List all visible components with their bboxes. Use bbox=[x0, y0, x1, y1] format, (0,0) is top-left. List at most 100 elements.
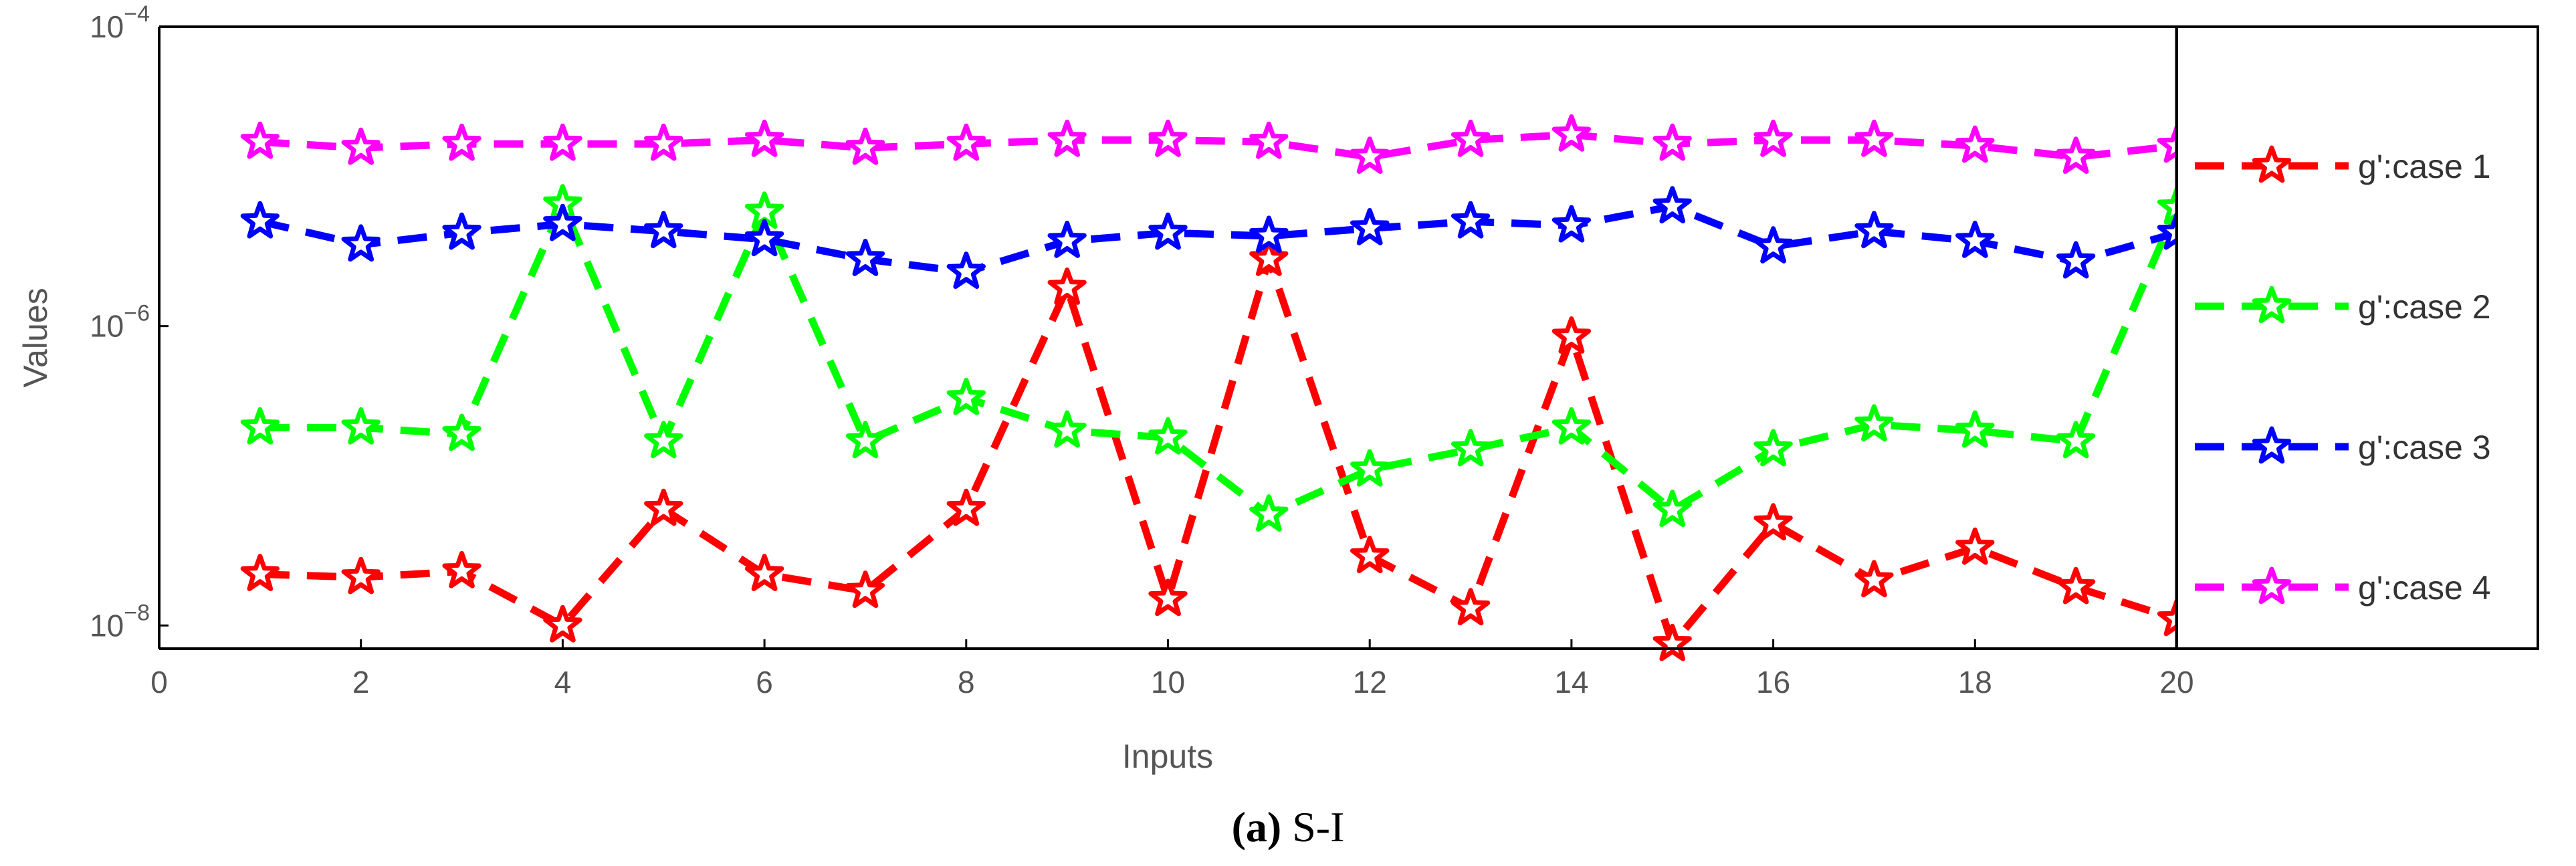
data-point bbox=[946, 251, 986, 289]
data-point bbox=[845, 570, 885, 609]
data-point bbox=[1955, 125, 1995, 163]
data-point bbox=[1955, 410, 1995, 448]
data-point bbox=[1551, 205, 1592, 243]
data-point bbox=[1148, 417, 1188, 455]
data-point bbox=[1047, 410, 1087, 448]
data-point bbox=[1652, 123, 1692, 161]
y-tick-label: 10−8 bbox=[90, 600, 150, 643]
x-tick-label: 0 bbox=[150, 665, 168, 699]
data-point bbox=[1249, 121, 1289, 159]
data-point bbox=[1451, 119, 1491, 157]
data-point bbox=[1451, 588, 1491, 626]
legend: g':case 1 g':case 2 g':case 3 g':case 4 bbox=[2175, 25, 2539, 650]
data-point bbox=[1350, 536, 1390, 574]
data-point bbox=[1249, 239, 1289, 276]
data-point bbox=[644, 211, 683, 249]
data-point bbox=[644, 488, 683, 526]
data-point bbox=[1148, 119, 1188, 157]
data-point bbox=[644, 421, 683, 459]
data-point bbox=[946, 123, 986, 161]
y-axis-label: Values bbox=[17, 288, 54, 387]
caption-text: S-I bbox=[1281, 803, 1344, 851]
data-point bbox=[240, 554, 280, 591]
data-point bbox=[1249, 494, 1289, 532]
data-point bbox=[744, 219, 784, 257]
data-point bbox=[644, 123, 683, 161]
x-tick-label: 18 bbox=[1958, 665, 1992, 699]
legend-marker bbox=[2252, 426, 2292, 464]
series-4 bbox=[240, 114, 2197, 174]
data-point bbox=[2056, 136, 2096, 174]
data-point bbox=[442, 212, 481, 250]
data-point bbox=[1047, 221, 1087, 258]
data-point bbox=[1350, 449, 1390, 487]
legend-item: g':case 1 bbox=[2195, 145, 2491, 185]
legend-item: g':case 3 bbox=[2195, 426, 2491, 466]
data-point bbox=[543, 605, 582, 643]
data-point bbox=[442, 413, 481, 451]
data-point bbox=[845, 239, 885, 276]
data-point bbox=[1249, 215, 1289, 253]
x-tick-label: 10 bbox=[1151, 665, 1185, 699]
data-point bbox=[1753, 226, 1793, 263]
data-point bbox=[2056, 241, 2096, 279]
series-line bbox=[259, 203, 2178, 276]
y-ticks: 10−4 10−6 10−8 bbox=[90, 1, 169, 643]
data-point bbox=[2056, 566, 2096, 605]
data-point bbox=[1551, 407, 1592, 445]
data-point bbox=[341, 127, 381, 165]
data-point bbox=[1551, 316, 1592, 354]
data-point bbox=[1753, 429, 1793, 467]
legend-marker bbox=[2252, 566, 2292, 605]
legend-label: g':case 4 bbox=[2358, 569, 2491, 607]
data-point bbox=[1854, 119, 1894, 157]
data-point bbox=[240, 407, 280, 445]
data-point bbox=[341, 224, 381, 262]
data-point bbox=[341, 556, 381, 594]
legend-box bbox=[2175, 25, 2539, 650]
data-point bbox=[442, 550, 481, 588]
legend-marker bbox=[2252, 286, 2292, 324]
data-point bbox=[240, 201, 280, 239]
data-point bbox=[1148, 212, 1188, 250]
data-point bbox=[2056, 421, 2096, 459]
data-point bbox=[1047, 119, 1087, 157]
caption: (a) S-I bbox=[1232, 803, 1345, 851]
legend-label: g':case 2 bbox=[2358, 288, 2491, 326]
data-point bbox=[845, 127, 885, 165]
series-line bbox=[259, 130, 2177, 161]
x-tick-label: 4 bbox=[554, 665, 572, 699]
x-tick-label: 12 bbox=[1353, 665, 1387, 699]
data-point bbox=[543, 203, 582, 241]
data-point bbox=[1652, 623, 1692, 661]
legend-item: g':case 4 bbox=[2195, 566, 2491, 607]
x-axis-label: Inputs bbox=[1122, 738, 1213, 775]
data-point bbox=[1148, 578, 1188, 617]
data-point bbox=[543, 123, 582, 161]
data-point bbox=[1955, 527, 1995, 565]
legend-marker bbox=[2252, 145, 2292, 183]
y-tick-label: 10−4 bbox=[90, 1, 150, 44]
y-tick-label: 10−6 bbox=[90, 301, 150, 344]
series-line bbox=[259, 201, 2181, 519]
x-tick-label: 8 bbox=[958, 665, 975, 699]
data-point bbox=[1753, 119, 1793, 157]
data-point bbox=[240, 121, 280, 159]
series-1 bbox=[240, 239, 2197, 661]
data-point bbox=[1451, 201, 1491, 239]
data-point bbox=[1350, 208, 1390, 245]
data-point bbox=[1047, 267, 1087, 305]
x-tick-label: 6 bbox=[756, 665, 773, 699]
data-point bbox=[1551, 114, 1592, 152]
data-point bbox=[1451, 429, 1491, 467]
data-point bbox=[1753, 503, 1793, 541]
x-ticks: 0 2 4 6 8 10 12 14 16 18 20 bbox=[150, 639, 2194, 699]
x-tick-label: 2 bbox=[352, 665, 370, 699]
series-group bbox=[240, 114, 2197, 661]
data-point bbox=[1854, 560, 1894, 598]
x-tick-label: 14 bbox=[1554, 665, 1588, 699]
data-point bbox=[1652, 186, 1692, 224]
data-point bbox=[1955, 221, 1995, 258]
series-line bbox=[259, 255, 2178, 648]
